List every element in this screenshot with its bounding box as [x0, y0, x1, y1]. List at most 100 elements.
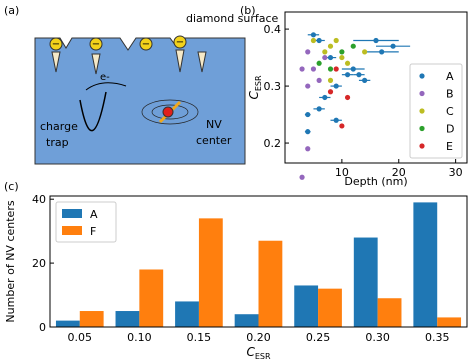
panel-label: (c) [4, 180, 19, 193]
point [339, 54, 345, 61]
point [333, 66, 339, 72]
point [327, 89, 334, 95]
point [299, 174, 305, 180]
y-axis-label-group: CESR [247, 75, 263, 100]
y-tick-label: 0.4 [264, 23, 282, 36]
point [350, 66, 356, 72]
bar [55, 320, 80, 327]
y-axis-label: Number of NV centers [4, 200, 17, 322]
legend-label: A [90, 208, 98, 221]
y-tick-label: 0.2 [264, 137, 282, 150]
legend-label: F [90, 225, 96, 238]
y-axis-label-sub: ESR [254, 75, 263, 91]
point [327, 43, 334, 49]
point [339, 49, 345, 55]
diamond-body [34, 37, 246, 165]
trap-label: charge [40, 120, 78, 133]
point [322, 49, 328, 55]
legend-label: C [446, 105, 454, 118]
point [310, 32, 317, 38]
point [316, 60, 322, 66]
bar [79, 311, 104, 327]
nv-label: NV [206, 118, 222, 131]
x-tick-label: 0.25 [306, 331, 331, 344]
bar [258, 240, 283, 327]
point [327, 77, 334, 83]
x-axis-label-main: C [246, 345, 255, 359]
bar [115, 311, 140, 327]
x-tick-label: 0.35 [425, 331, 450, 344]
y-tick-label: 20 [32, 257, 46, 270]
y-tick-label: 0 [39, 321, 46, 334]
svg-text:−: − [92, 39, 100, 50]
point [305, 146, 311, 152]
point [356, 72, 362, 78]
legend-marker [419, 108, 425, 114]
svg-text:−: − [52, 39, 60, 50]
bar [139, 269, 164, 327]
point [305, 111, 311, 118]
nv-label: center [196, 134, 232, 147]
point [339, 123, 345, 129]
hop-arrow [85, 82, 127, 91]
x-tick-label: 0.30 [365, 331, 390, 344]
legend-label: A [446, 70, 454, 83]
x-tick-label: 30 [449, 166, 463, 179]
point [362, 49, 368, 55]
point [316, 77, 322, 83]
electron-label: e- [100, 72, 110, 83]
svg-text:−: − [176, 37, 184, 48]
bar [353, 237, 378, 327]
point [316, 106, 322, 112]
surface-label: diamond surface [186, 12, 279, 25]
trap-well [79, 91, 107, 132]
x-tick-label: 0.15 [187, 331, 212, 344]
y-tick-label: 40 [32, 193, 46, 206]
bar [234, 314, 259, 327]
x-axis-label: Depth (nm) [344, 175, 407, 188]
x-tick-label: 0.20 [246, 331, 271, 344]
point [350, 43, 356, 49]
y-axis-label-main: C [247, 91, 261, 100]
point [333, 117, 339, 123]
y-axis-label: CESR [247, 75, 263, 100]
panel-label: (b) [240, 4, 256, 17]
point [305, 49, 311, 55]
plot-frame [284, 11, 468, 164]
x-tick-label: 0.05 [68, 331, 93, 344]
bar [294, 285, 319, 327]
legend-label: D [446, 123, 454, 136]
legend-swatch [62, 209, 82, 218]
x-axis-label: CESR [246, 345, 271, 361]
point [327, 54, 334, 61]
point [322, 94, 328, 101]
point [333, 83, 339, 89]
point [390, 43, 396, 49]
diagram-panel: (a) − − − − diamond surface e- charge tr… [4, 4, 279, 165]
point [310, 37, 317, 44]
legend-label: E [446, 140, 453, 153]
point [322, 54, 328, 61]
legend-marker [419, 73, 425, 79]
legend-box [409, 63, 463, 159]
bar [377, 298, 402, 327]
legend-label: B [446, 88, 454, 101]
x-tick-label: 20 [392, 166, 406, 179]
x-tick-label: 0.10 [127, 331, 152, 344]
point [379, 49, 385, 55]
svg-text:−: − [142, 39, 150, 50]
point [344, 60, 351, 66]
point [305, 129, 311, 135]
legend-marker [419, 143, 425, 149]
point [333, 37, 339, 44]
bar [413, 202, 438, 327]
point [373, 37, 379, 44]
legend-marker [419, 90, 425, 97]
bar [198, 218, 223, 327]
point [305, 83, 311, 89]
y-tick-label: 0.3 [264, 80, 282, 93]
point [299, 66, 305, 72]
bar [175, 301, 199, 327]
point [316, 37, 322, 44]
